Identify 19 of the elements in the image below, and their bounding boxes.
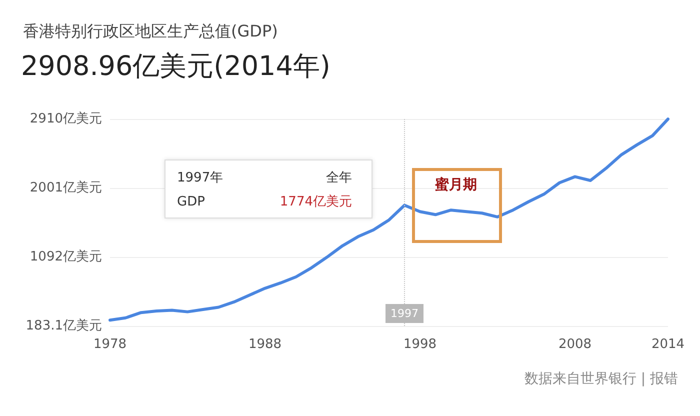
annotation: 全年 <box>326 170 352 186</box>
x-tick-label: 1998 <box>403 337 437 352</box>
text: 数据来自世界银行 | 报错 <box>524 371 678 387</box>
line-series <box>108 118 670 322</box>
annotation: 1997年 <box>177 170 224 186</box>
x-tick-label: 1978 <box>93 337 127 352</box>
y-tick-label: 183.1亿美元 <box>26 318 102 334</box>
annotation: 1774亿美元 <box>280 194 352 210</box>
y-tick-label: 2910亿美元 <box>30 110 102 126</box>
x-tick-label: 2014 <box>651 337 685 352</box>
y-tick-label: 2001亿美元 <box>30 180 102 196</box>
y-tick-label: 1092亿美元 <box>30 248 102 265</box>
chart-title: 香港特别行政区地区生产总值(GDP) <box>23 22 278 40</box>
x-tick-label: 2008 <box>558 337 592 352</box>
x-tick-label: 1988 <box>248 337 282 352</box>
annotation: 蜜月期 <box>434 176 477 193</box>
chart-subtitle: 2908.96亿美元(2014年) <box>21 51 330 82</box>
ref-line-label: 1997 <box>390 307 418 320</box>
annotation: GDP <box>177 194 206 210</box>
